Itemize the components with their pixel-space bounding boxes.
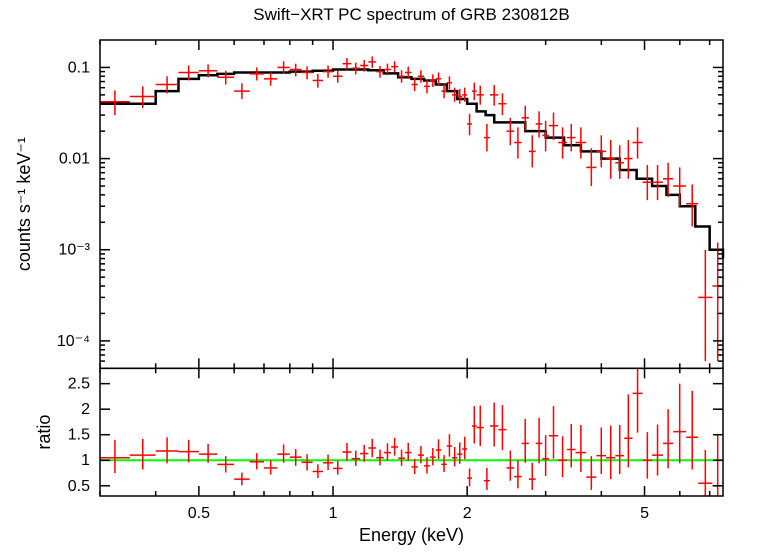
chart-svg: Swift−XRT PC spectrum of GRB 230812B 0.5 1… (0, 0, 758, 556)
svg-text:5: 5 (640, 505, 649, 522)
svg-text:2: 2 (463, 505, 472, 522)
y-axis-label-bottom: ratio (34, 415, 54, 450)
svg-text:1.5: 1.5 (68, 427, 90, 444)
svg-text:0.5: 0.5 (68, 478, 90, 495)
y-axis-label-top: counts s⁻¹ keV⁻¹ (14, 137, 34, 271)
svg-text:1: 1 (329, 505, 338, 522)
svg-text:0.1: 0.1 (68, 59, 90, 76)
svg-text:1: 1 (81, 452, 90, 469)
svg-text:2.5: 2.5 (68, 376, 90, 393)
svg-text:10⁻³: 10⁻³ (58, 242, 90, 259)
x-axis-label: Energy (keV) (359, 525, 464, 545)
svg-text:0.5: 0.5 (188, 505, 210, 522)
chart-container: Swift−XRT PC spectrum of GRB 230812B 0.5 1… (0, 0, 758, 556)
svg-text:0.01: 0.01 (59, 151, 90, 168)
chart-title: Swift−XRT PC spectrum of GRB 230812B (253, 5, 569, 24)
svg-text:2: 2 (81, 401, 90, 418)
svg-text:10⁻⁴: 10⁻⁴ (57, 333, 90, 350)
